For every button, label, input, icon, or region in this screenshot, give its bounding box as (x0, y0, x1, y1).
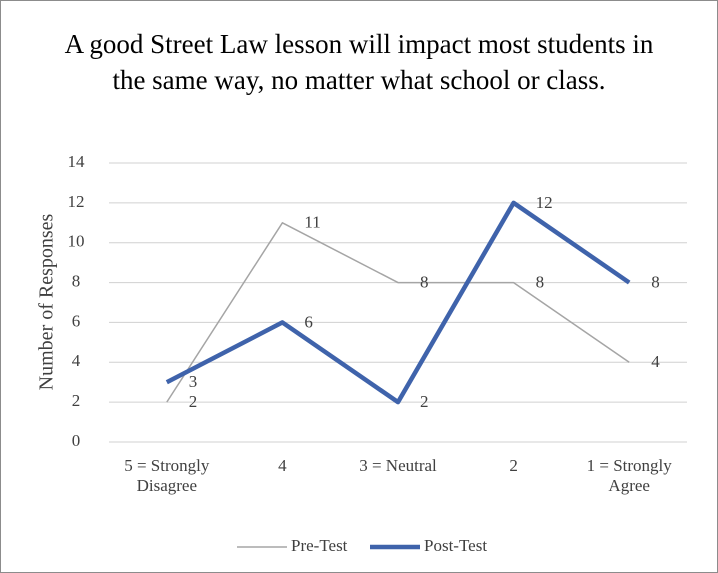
y-tick-label: 4 (72, 351, 81, 370)
data-label: 11 (304, 213, 320, 232)
data-label: 2 (420, 392, 429, 411)
series-line (166, 222, 630, 403)
data-label: 4 (651, 352, 660, 371)
y-tick-label: 6 (72, 311, 81, 330)
y-axis-label: Number of Responses (36, 213, 58, 390)
y-tick-label: 12 (68, 192, 85, 211)
legend-label: Post-Test (424, 536, 487, 555)
x-tick-label: 2 (509, 456, 518, 475)
legend-label: Pre-Test (291, 536, 348, 555)
data-label: 6 (304, 312, 313, 331)
x-tick-label: 3 = Neutral (359, 456, 437, 475)
series-line (165, 200, 631, 405)
x-tick-label: 4 (278, 456, 287, 475)
data-label: 8 (420, 272, 429, 291)
x-tick-label: 1 = Strongly Agree (586, 456, 672, 495)
data-label: 2 (189, 392, 198, 411)
data-label: 3 (189, 372, 198, 391)
y-tick-label: 8 (72, 271, 81, 290)
y-tick-label: 14 (68, 152, 86, 171)
chart-title: A good Street Law lesson will impact mos… (64, 29, 654, 95)
data-label: 8 (651, 272, 660, 291)
x-tick-label: 5 = Strongly Disagree (124, 456, 210, 495)
data-label: 12 (536, 193, 553, 212)
y-tick-label: 10 (68, 232, 85, 251)
y-tick-label: 0 (72, 431, 81, 450)
y-tick-label: 2 (72, 391, 81, 410)
data-label: 8 (536, 272, 545, 291)
